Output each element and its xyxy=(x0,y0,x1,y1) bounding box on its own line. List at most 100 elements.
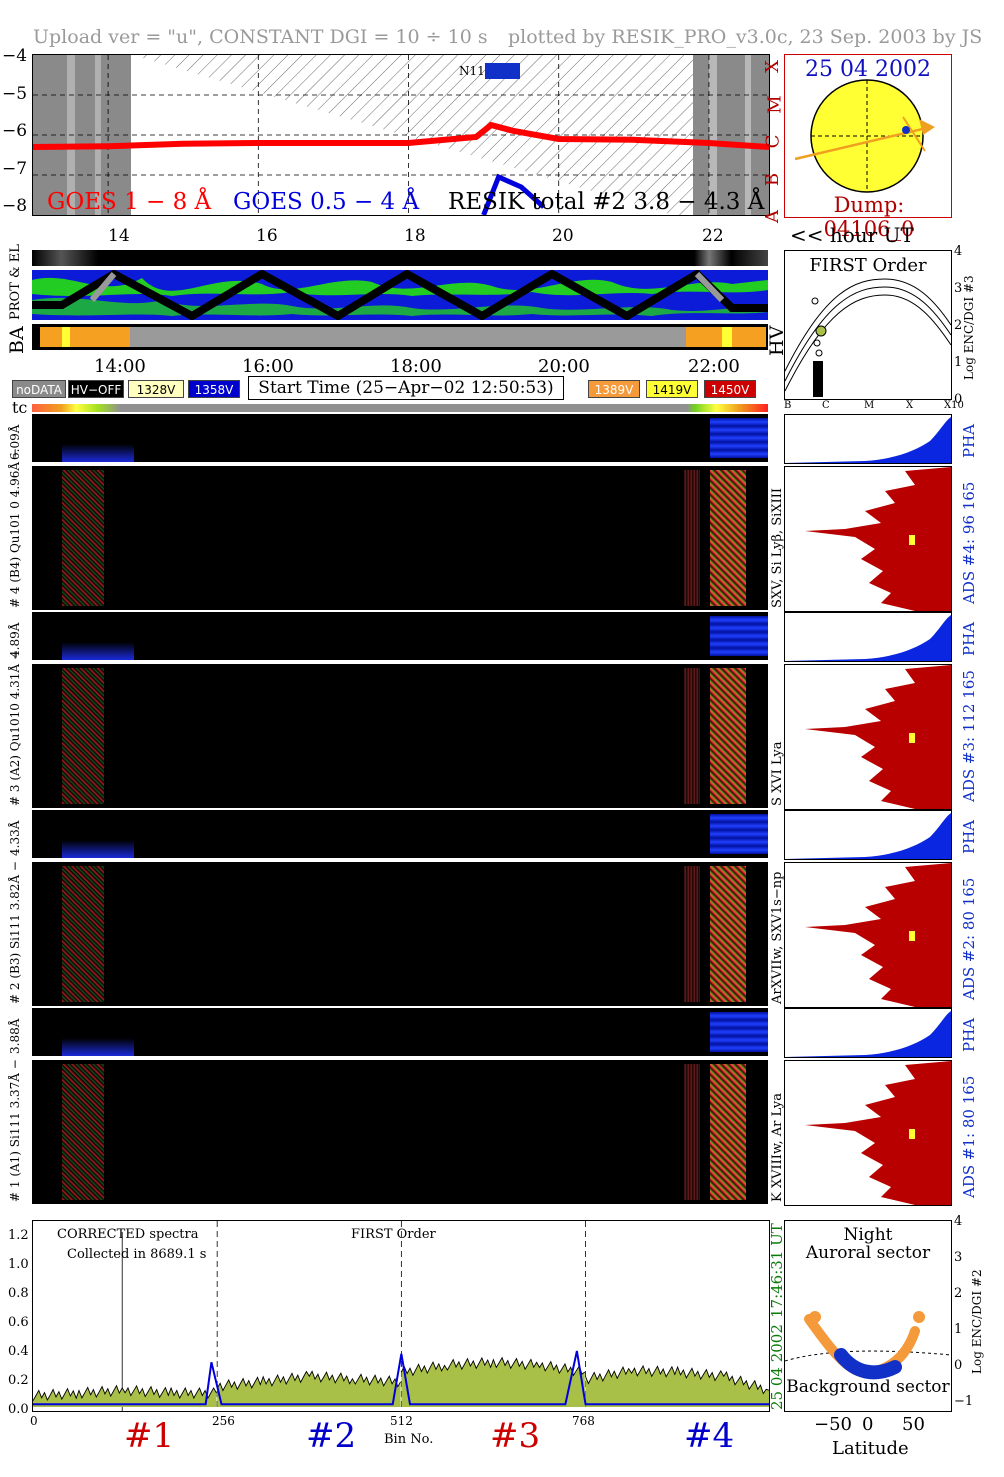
spectra-x-tick: 512 xyxy=(390,1414,413,1428)
goes-y-tick: −7 xyxy=(2,158,28,179)
hour-tick-top: 22 xyxy=(702,226,724,246)
latitude-night-label: Night xyxy=(843,1225,893,1245)
strip-blue-band xyxy=(62,1038,134,1056)
strip-blue-band xyxy=(710,1012,768,1052)
goes-y-tick: −6 xyxy=(2,121,28,141)
ads-label: ADS #3: 112 165 xyxy=(960,670,978,802)
spectra-x-tick: 256 xyxy=(212,1414,235,1428)
ads-histogram xyxy=(784,664,952,810)
channel-pha-strip xyxy=(32,414,768,462)
spectra-y-tick: 0.8 xyxy=(8,1286,29,1301)
pha-label: PHA xyxy=(960,621,978,656)
line-ids-label: K XVIIIw, Ar Lya xyxy=(770,1093,785,1202)
goes-y-tick: −5 xyxy=(2,83,28,104)
spectra-channel-label: #4 xyxy=(684,1416,735,1456)
first-order-x-tick: B xyxy=(784,400,792,411)
strip-blue-band xyxy=(710,616,768,656)
latitude-x-tick: 0 xyxy=(862,1414,874,1435)
goes-plot: N11 GOES 1 − 8 Å GOES 0.5 − 4 Å RESIK to… xyxy=(33,55,769,215)
sun-date: 25 04 2002 xyxy=(805,57,931,82)
channel-main-label: # 2 (B3) Si111 3.82Å − xyxy=(8,861,22,1004)
goes-class-letter: X xyxy=(761,60,783,73)
line-ids-label: ArXVIIw, SXV1s−np xyxy=(770,871,785,1004)
spectra-channel-label: #1 xyxy=(124,1416,175,1456)
ads-label: ADS #4: 96 165 xyxy=(960,481,978,604)
hour-unit-label: << hour UT xyxy=(790,223,914,247)
pha-histogram xyxy=(784,414,952,464)
start-time: Start Time (25−Apr−02 12:50:53) xyxy=(248,376,564,400)
ads-histogram xyxy=(784,466,952,612)
strip-noise-band xyxy=(710,470,746,606)
spectrum-ch4-fill xyxy=(585,1365,769,1407)
channel-main-label: # 3 (A2) Qu1010 4.31Å − xyxy=(8,650,22,806)
badge-1450v: 1450V xyxy=(704,380,756,398)
latitude-y-tick: 4 xyxy=(954,1214,963,1229)
latitude-plot xyxy=(785,1311,951,1380)
header-left: Upload ver = "u", CONSTANT DGI = 10 ÷ 10… xyxy=(33,26,488,48)
spectra-y-tick: 1.2 xyxy=(8,1228,29,1243)
hour-tick-top: 18 xyxy=(404,226,426,246)
resik-total-label: RESIK total #2 3.8 − 4.3 Å xyxy=(448,187,765,215)
goes-long-series xyxy=(33,121,769,150)
first-order-title: FIRST Order xyxy=(809,255,927,276)
hour-tick-top: 14 xyxy=(108,226,130,246)
sun-disk-plot xyxy=(794,79,935,193)
hour-tick-mid: 20:00 xyxy=(538,356,590,377)
hour-tick-mid: 18:00 xyxy=(390,356,442,377)
first-order-y-tick: 3 xyxy=(954,281,963,296)
spectrum-ch4 xyxy=(585,1364,769,1395)
strip-noise-band xyxy=(710,866,746,1002)
strip-blue-band xyxy=(62,840,134,858)
strip-noise-band xyxy=(62,470,104,606)
pha-histogram xyxy=(784,1008,952,1058)
goes-panel: N11 GOES 1 − 8 Å GOES 0.5 − 4 Å RESIK to… xyxy=(32,54,770,216)
goes-class-letter: A xyxy=(762,210,783,223)
channel-main-strip xyxy=(32,466,768,610)
first-order-x-tick: C xyxy=(822,400,830,411)
tc-label: tc xyxy=(12,398,28,417)
channel-pha-label: 3.88Å xyxy=(8,1018,22,1054)
spectrum-ch3 xyxy=(400,1356,586,1377)
track-side-label: PROT & EL xyxy=(8,244,23,320)
first-order-y-tick: 1 xyxy=(954,355,963,370)
spectrum-ch3-fill xyxy=(401,1357,585,1407)
first-order-x-tick: X xyxy=(906,400,914,411)
line-ids-label: S XVI Lya xyxy=(770,741,785,806)
hour-tick-top: 16 xyxy=(256,226,278,246)
line-ids-label: SXV, Si Lyβ, SiXIII xyxy=(770,488,785,608)
first-order-y-tick: 0 xyxy=(954,392,963,407)
channel-main-strip xyxy=(32,1060,768,1204)
sun-dump: Dump: 04106_0 xyxy=(823,193,915,241)
badge-1389v: 1389V xyxy=(588,380,640,398)
noaa-region-box xyxy=(485,63,520,79)
first-order-plot xyxy=(785,278,951,397)
spectrum-background xyxy=(33,1350,769,1406)
first-order-x-tick: M xyxy=(864,400,875,411)
latitude-x-tick: 50 xyxy=(902,1414,925,1435)
channel-pha-strip xyxy=(32,1008,768,1056)
spectra-plot xyxy=(33,1221,769,1411)
latitude-auroral-label: Auroral sector xyxy=(805,1243,931,1263)
spectra-x-tick: 768 xyxy=(572,1414,595,1428)
latitude-panel: Night Auroral sector Background sector xyxy=(784,1220,952,1412)
channel-pha-strip xyxy=(32,810,768,858)
pha-label: PHA xyxy=(960,1017,978,1052)
channel-main-label: # 1 (A1) Si111 3.37Å − xyxy=(8,1059,22,1202)
tc-bar xyxy=(32,404,768,412)
strip-noise-band xyxy=(62,1064,104,1200)
first-order-panel: FIRST Order xyxy=(784,250,952,400)
noaa-region-tag: N11 xyxy=(459,64,485,78)
strip-noise-band xyxy=(62,668,104,804)
strip-blue-band xyxy=(62,444,134,462)
strip-blue-band xyxy=(62,642,134,660)
pha-label: PHA xyxy=(960,423,978,458)
spectra-y-tick: 0.4 xyxy=(8,1344,29,1359)
spectra-y-tick: 1.0 xyxy=(8,1257,29,1272)
orbit-track-panel xyxy=(32,270,768,320)
first-order-y-tick: 4 xyxy=(954,244,963,259)
hour-tick-mid: 22:00 xyxy=(688,356,740,377)
first-order-x-tick: X10 xyxy=(944,400,964,411)
header-right: plotted by RESIK_PRO_v3.0c, 23 Sep. 2003… xyxy=(508,26,983,48)
orbit-track-plot xyxy=(32,270,768,320)
channel-main-strip xyxy=(32,664,768,808)
